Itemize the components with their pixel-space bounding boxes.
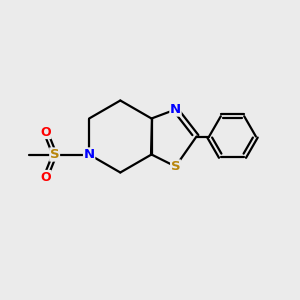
Text: O: O	[40, 170, 51, 184]
Text: S: S	[50, 148, 59, 161]
Text: S: S	[171, 160, 180, 173]
Text: N: N	[84, 148, 95, 161]
Text: O: O	[40, 125, 51, 139]
Text: N: N	[170, 103, 181, 116]
